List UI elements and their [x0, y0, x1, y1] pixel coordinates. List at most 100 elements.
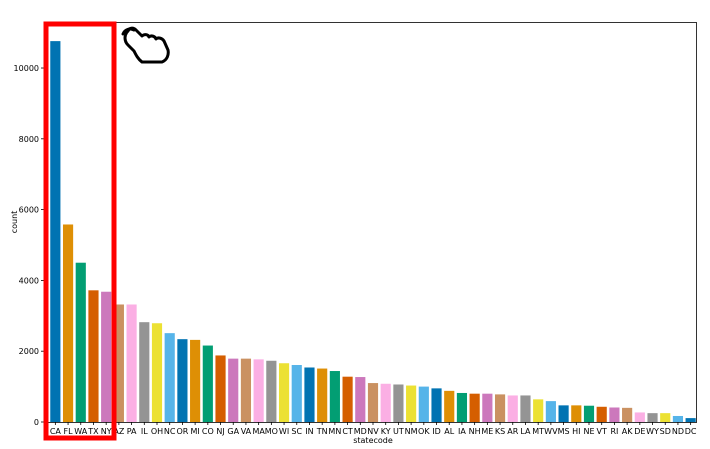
bar-nm: [406, 385, 417, 422]
x-tick-label: SD: [660, 427, 671, 436]
x-tick-label: RI: [610, 427, 618, 436]
x-tick-label: KY: [381, 427, 391, 436]
x-tick-label: MA: [252, 427, 265, 436]
x-tick-label: SC: [291, 427, 302, 436]
y-axis-label: count: [10, 211, 19, 234]
x-tick-label: FL: [64, 427, 74, 436]
bar-ga: [228, 358, 239, 422]
x-tick-label: NE: [583, 427, 594, 436]
bar-ak: [622, 407, 633, 422]
bar-wi: [278, 363, 290, 422]
y-tick-label: 2000: [19, 347, 39, 356]
x-tick-label: VA: [241, 427, 252, 436]
bar-ar: [507, 395, 518, 422]
x-tick-label: VT: [597, 427, 607, 436]
y-tick-label: 6000: [19, 206, 39, 215]
x-tick-label: ID: [432, 427, 441, 436]
bar-al: [444, 390, 455, 422]
x-tick-label: MO: [265, 427, 278, 436]
x-tick-label: PA: [127, 427, 137, 436]
bar-sd: [660, 413, 671, 422]
x-tick-label: NY: [101, 427, 112, 436]
y-tick-label: 0: [34, 418, 39, 427]
x-tick-label: AK: [622, 427, 633, 436]
x-tick-label: DC: [685, 427, 697, 436]
bar-ct: [342, 376, 353, 422]
x-tick-label: IN: [305, 427, 313, 436]
pointing-hand-icon: [121, 26, 170, 64]
x-tick-label: IA: [458, 427, 466, 436]
x-tick-label: WV: [544, 427, 558, 436]
bar-ks: [494, 394, 506, 422]
x-tick-label: NV: [367, 427, 379, 436]
bar-ny: [101, 291, 112, 422]
x-tick-label: OK: [418, 427, 430, 436]
bar-de: [634, 412, 645, 422]
bar-ne: [583, 405, 595, 422]
bar-wv: [545, 401, 556, 422]
bar-mn: [329, 371, 340, 422]
bar-dc: [685, 418, 696, 422]
bar-nd: [672, 415, 684, 422]
x-tick-label: CA: [50, 427, 62, 436]
bar-mt: [533, 399, 544, 422]
bar-mo: [266, 360, 277, 422]
bar-ms: [558, 405, 569, 422]
y-tick-label: 4000: [19, 276, 39, 285]
bar-ma: [253, 359, 264, 422]
x-tick-label: OR: [176, 427, 188, 436]
bar-hi: [571, 405, 582, 422]
x-tick-label: AL: [444, 427, 454, 436]
x-tick-label: AR: [507, 427, 518, 436]
bar-nv: [367, 383, 379, 422]
x-tick-label: MI: [190, 427, 199, 436]
x-tick-label: ND: [672, 427, 684, 436]
bar-vt: [596, 406, 607, 422]
bar-me: [482, 393, 493, 422]
x-tick-label: ME: [481, 427, 493, 436]
x-tick-label: DE: [634, 427, 645, 436]
bar-ri: [609, 407, 620, 422]
x-tick-label: NH: [469, 427, 481, 436]
x-tick-label: IL: [141, 427, 148, 436]
bar-id: [431, 388, 442, 422]
x-tick-label: CT: [342, 427, 353, 436]
bar-mi: [190, 339, 201, 422]
bar-md: [355, 377, 366, 422]
bar-ia: [456, 392, 468, 422]
bar-fl: [62, 224, 74, 422]
bar-ca: [50, 41, 61, 423]
bars-group: [50, 41, 696, 423]
x-tick-label: HI: [572, 427, 580, 436]
x-tick-label: NC: [164, 427, 176, 436]
bar-tx: [88, 290, 99, 422]
bar-or: [177, 339, 188, 422]
x-tick-label: WI: [279, 427, 289, 436]
bar-ok: [418, 386, 429, 422]
x-tick-label: MD: [354, 427, 367, 436]
x-tick-label: LA: [520, 427, 531, 436]
x-tick-label: CO: [202, 427, 214, 436]
x-tick-label: GA: [227, 427, 239, 436]
bar-tn: [317, 368, 328, 422]
bar-sc: [291, 365, 302, 422]
x-tick-label: UT: [393, 427, 404, 436]
x-tick-label: MS: [558, 427, 570, 436]
bar-wy: [647, 413, 658, 422]
x-tick-label: WA: [74, 427, 87, 436]
x-tick-label: TX: [87, 427, 99, 436]
highlight-box: [43, 21, 117, 441]
x-tick-label: WY: [646, 427, 659, 436]
bar-co: [202, 345, 213, 422]
y-ticks-group: 0 2000 4000 6000 8000 10000: [14, 64, 45, 427]
x-tick-label: NJ: [216, 427, 224, 436]
x-tick-label: OH: [151, 427, 163, 436]
bar-wa: [75, 262, 86, 422]
x-tick-label: NM: [405, 427, 418, 436]
bar-nc: [164, 333, 175, 422]
x-tick-label: MT: [532, 427, 544, 436]
bar-nh: [469, 393, 480, 422]
x-tick-label: MN: [328, 427, 341, 436]
bar-ky: [380, 383, 391, 422]
bar-pa: [126, 304, 137, 422]
